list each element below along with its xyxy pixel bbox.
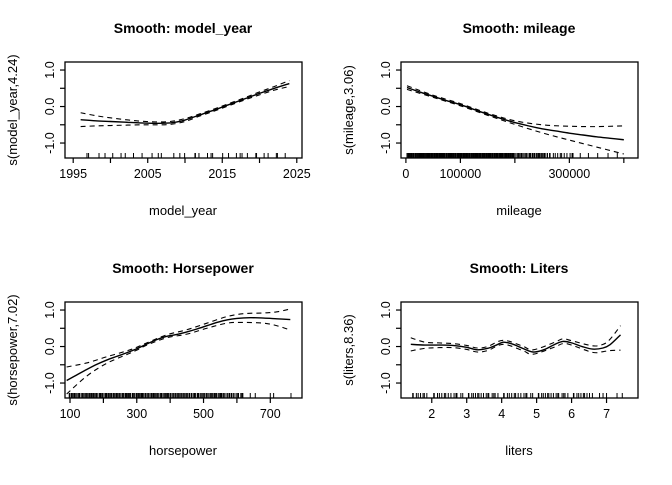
y-tick-label: 1.0 bbox=[43, 61, 57, 78]
y-tick-label: 0.0 bbox=[379, 98, 393, 115]
rug-marks bbox=[86, 153, 286, 158]
x-axis-ticks: 0 100000 300000 bbox=[402, 158, 625, 181]
upper-ci-curve bbox=[410, 325, 621, 351]
axis-box bbox=[64, 61, 303, 159]
x-axis-ticks: 2 3 4 5 6 7 bbox=[428, 398, 610, 421]
x-axis-ticks: 100 300 500 700 bbox=[60, 398, 281, 421]
panel-mileage: Smooth: mileage mileage s(mileage,3.06) … bbox=[336, 0, 672, 240]
rug-marks bbox=[412, 393, 623, 398]
y-axis-label: s(liters,8.36) bbox=[341, 314, 356, 386]
lower-ci-curve bbox=[66, 321, 291, 395]
x-axis-ticks: 1995 2005 2015 2025 bbox=[59, 158, 311, 181]
lower-ci-curve bbox=[410, 342, 621, 355]
smooth-plot-svg: Smooth: Horsepower horsepower s(horsepow… bbox=[5, 260, 303, 458]
x-tick-label: 300 bbox=[126, 407, 147, 421]
x-tick-label: 2005 bbox=[134, 167, 162, 181]
plot-area: 2 3 4 5 6 7 -1.0 0.0 1.0 bbox=[379, 301, 639, 421]
panel-horsepower: Smooth: Horsepower horsepower s(horsepow… bbox=[0, 240, 336, 480]
rug-marks bbox=[406, 153, 618, 158]
x-tick-label: 0 bbox=[402, 167, 409, 181]
x-tick-label: 100000 bbox=[440, 167, 482, 181]
y-tick-label: 0.0 bbox=[379, 338, 393, 355]
y-axis-label: s(model_year,4.24) bbox=[5, 54, 20, 165]
axis-box bbox=[400, 301, 639, 399]
y-tick-label: -1.0 bbox=[379, 372, 393, 394]
smooth-plot-svg: Smooth: model_year model_year s(model_ye… bbox=[5, 20, 311, 218]
x-tick-label: 300000 bbox=[548, 167, 590, 181]
y-tick-label: 0.0 bbox=[43, 98, 57, 115]
upper-ci-curve bbox=[80, 80, 290, 123]
x-axis-label: horsepower bbox=[149, 443, 218, 458]
plot-area: 100 300 500 700 -1.0 0.0 1.0 bbox=[43, 301, 303, 421]
smooth-plot-svg: Smooth: Liters liters s(liters,8.36) 2 3 4… bbox=[341, 260, 639, 458]
plot-title: Smooth: Horsepower bbox=[112, 260, 254, 276]
panel-model-year: Smooth: model_year model_year s(model_ye… bbox=[0, 0, 336, 240]
y-axis-label: s(horsepower,7.02) bbox=[5, 294, 20, 405]
plot-area: 0 100000 300000 -1.0 0.0 1.0 bbox=[379, 61, 639, 181]
x-tick-label: 2025 bbox=[283, 167, 311, 181]
lower-ci-curve bbox=[406, 88, 624, 155]
x-tick-label: 5 bbox=[533, 407, 540, 421]
x-tick-label: 2015 bbox=[208, 167, 236, 181]
x-tick-label: 6 bbox=[568, 407, 575, 421]
x-tick-label: 100 bbox=[60, 407, 81, 421]
x-tick-label: 4 bbox=[498, 407, 505, 421]
panel-liters: Smooth: Liters liters s(liters,8.36) 2 3 4… bbox=[336, 240, 672, 480]
x-tick-label: 2 bbox=[428, 407, 435, 421]
x-axis-label: model_year bbox=[149, 203, 218, 218]
fit-curve bbox=[80, 82, 290, 125]
y-tick-label: -1.0 bbox=[43, 372, 57, 394]
y-tick-label: 1.0 bbox=[379, 301, 393, 318]
x-axis-label: liters bbox=[505, 443, 533, 458]
x-tick-label: 7 bbox=[603, 407, 610, 421]
y-tick-label: 0.0 bbox=[43, 338, 57, 355]
smooth-plot-svg: Smooth: mileage mileage s(mileage,3.06) … bbox=[341, 20, 639, 218]
x-tick-label: 1995 bbox=[59, 167, 87, 181]
axis-box bbox=[400, 61, 639, 159]
plot-title: Smooth: Liters bbox=[470, 260, 569, 276]
x-axis-label: mileage bbox=[496, 203, 542, 218]
y-tick-label: 1.0 bbox=[379, 61, 393, 78]
axis-box bbox=[64, 301, 303, 399]
plot-title: Smooth: mileage bbox=[463, 20, 576, 36]
fit-curve bbox=[410, 334, 622, 353]
plot-title: Smooth: model_year bbox=[114, 20, 253, 36]
y-axis-ticks: -1.0 0.0 1.0 bbox=[379, 301, 401, 394]
y-tick-label: -1.0 bbox=[379, 132, 393, 154]
x-tick-label: 700 bbox=[260, 407, 281, 421]
y-axis-ticks: -1.0 0.0 1.0 bbox=[379, 61, 401, 154]
plot-area: 1995 2005 2015 2025 -1.0 0.0 1.0 bbox=[43, 61, 311, 181]
y-tick-label: -1.0 bbox=[43, 132, 57, 154]
x-tick-label: 500 bbox=[193, 407, 214, 421]
upper-ci-curve bbox=[406, 85, 624, 128]
fit-curve bbox=[66, 316, 291, 382]
x-tick-label: 3 bbox=[463, 407, 470, 421]
y-tick-label: 1.0 bbox=[43, 301, 57, 318]
y-axis-ticks: -1.0 0.0 1.0 bbox=[43, 61, 65, 154]
fit-curve bbox=[406, 86, 624, 141]
rug-marks bbox=[68, 393, 292, 398]
y-axis-ticks: -1.0 0.0 1.0 bbox=[43, 301, 65, 394]
y-axis-label: s(mileage,3.06) bbox=[341, 65, 356, 155]
